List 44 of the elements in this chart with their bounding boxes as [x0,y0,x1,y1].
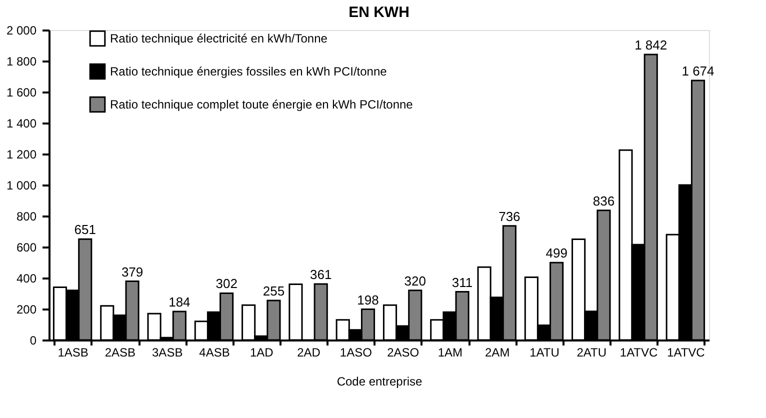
x-tick-label: 2ASO [387,346,420,360]
x-tick-label: 1ASB [58,346,88,360]
legend-label: Ratio technique électricité en kWh/Tonne [110,32,328,46]
y-tick-label: 1 000 [6,178,37,192]
data-label: 499 [546,246,568,261]
x-tick-label: 2AM [485,346,510,360]
data-label: 379 [121,264,144,280]
y-tick-label: 1 400 [6,116,37,130]
x-tick-label: 1ATU [530,346,560,360]
x-axis-title: Code entreprise [336,374,423,388]
x-tick-label: 2ASB [104,346,136,360]
y-tick-label: 1 200 [6,148,37,162]
data-label: 1 842 [634,37,668,52]
data-label: 320 [404,273,426,288]
y-tick-label: 0 [30,334,37,348]
x-tick-label: 1AM [438,346,463,360]
data-label: 1 674 [682,64,714,79]
data-label: 651 [74,222,96,238]
legend-label: Ratio technique complet toute énergie en kWh PCI/tonne [110,98,414,112]
chart-title: EN KWH [348,4,410,21]
data-label: 184 [168,294,190,310]
data-label: 255 [262,283,285,298]
x-tick-label: 2AD [297,346,321,360]
x-tick-label: 1ATVC [667,346,706,360]
data-label: 311 [452,274,473,290]
data-label: 361 [310,267,332,282]
x-tick-label: 2ATU [576,346,607,360]
x-tick-label: 3ASB [152,346,183,360]
data-label: 302 [216,276,238,292]
y-tick-label: 1 600 [6,86,37,100]
data-label: 736 [498,208,520,224]
x-tick-label: 1ASO [340,346,372,360]
y-tick-label: 400 [16,272,37,286]
y-tick-label: 800 [16,210,37,224]
x-tick-label: 1ATVC [620,346,658,360]
y-tick-label: 1 800 [6,54,37,68]
legend-label: Ratio technique énergies fossiles en kWh PCI/tonne [110,64,388,78]
y-tick-label: 2 000 [6,24,37,38]
x-tick-label: 4ASB [199,346,230,360]
x-tick-label: 1AD [250,346,274,360]
y-tick-label: 200 [16,302,37,316]
data-label: 836 [592,193,615,208]
data-label: 198 [357,292,379,308]
y-tick-label: 600 [16,240,37,254]
